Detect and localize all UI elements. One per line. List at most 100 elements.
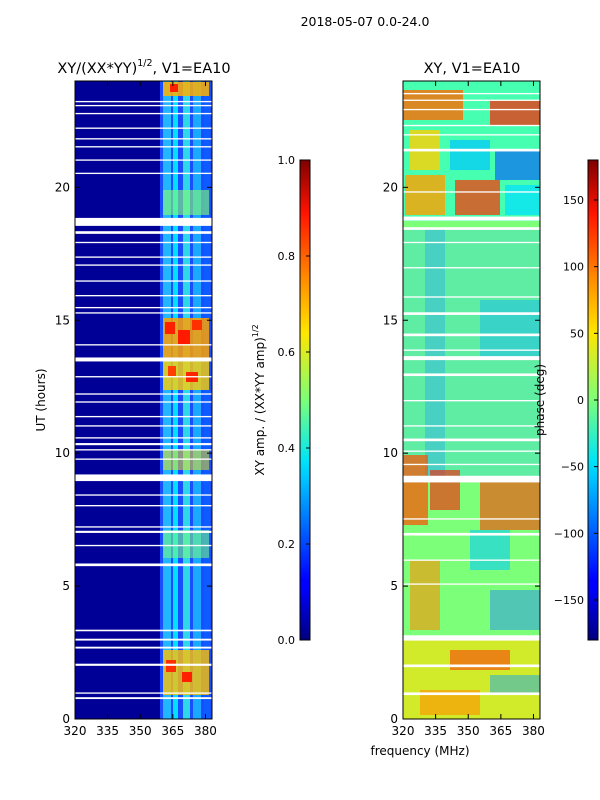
amplitude-gap-band: [75, 306, 212, 309]
phase-gap-band: [403, 227, 540, 230]
phase-x-tick-label: 350: [457, 724, 480, 738]
amplitude-gap-band: [75, 443, 212, 446]
amplitude-gap-band: [75, 474, 212, 482]
phase-gap-band: [403, 450, 540, 452]
amplitude-gap-band: [75, 104, 212, 107]
amplitude-gap-band: [75, 646, 212, 649]
phase-x-tick-label: 320: [392, 724, 415, 738]
phase-x-tick-label: 335: [424, 724, 447, 738]
amplitude-gap-band: [75, 663, 212, 666]
phase-x-tick-label: 365: [489, 724, 512, 738]
phase-gap-band: [403, 191, 540, 193]
phase-gap-band: [403, 400, 540, 402]
amplitude-gap-band: [75, 312, 212, 314]
figure-title: 2018-05-07 0.0-24.0: [301, 14, 430, 29]
phase-gap-bands: [403, 92, 540, 696]
phase-gap-band: [403, 267, 540, 269]
amplitude-colorbar-tick-label: 1.0: [278, 154, 296, 167]
phase-gap-band: [403, 241, 540, 244]
amplitude-gap-bands: [75, 100, 212, 700]
amplitude-gap-band: [75, 376, 212, 378]
phase-gap-band: [403, 373, 540, 377]
amplitude-gap-band: [75, 138, 212, 140]
amplitude-gap-band: [75, 425, 212, 427]
phase-gap-band: [403, 296, 540, 298]
phase-gap-band: [403, 559, 540, 561]
amplitude-heatmap: [75, 81, 212, 719]
amplitude-gap-band: [75, 458, 212, 460]
phase-gap-band: [403, 356, 540, 361]
amplitude-gap-band: [75, 526, 212, 528]
amplitude-gap-band: [75, 505, 212, 507]
phase-colorbar-tick-label: 150: [563, 194, 584, 207]
amplitude-gap-band: [75, 264, 212, 266]
amplitude-gap-band: [75, 629, 212, 632]
phase-gap-band: [403, 664, 540, 668]
amplitude-colorbar-label-main: XY amp. / (XX*YY amp): [253, 337, 267, 475]
phase-gap-band: [403, 92, 540, 95]
amplitude-gap-band: [75, 494, 212, 496]
amplitude-colorbar-tick-label: 0.0: [278, 634, 296, 647]
amplitude-colorbar-tick-label: 0.2: [278, 538, 296, 551]
phase-gap-band: [403, 635, 540, 641]
phase-y-tick-label: 0: [390, 712, 398, 726]
amplitude-panel-title: XY/(XX*YY)1/2, V1=EA10: [57, 58, 230, 77]
amplitude-colorbar-tick-label: 0.6: [278, 346, 296, 359]
amplitude-gap-band: [75, 638, 212, 641]
amplitude-y-tick-label: 20: [55, 180, 70, 194]
phase-gap-band: [403, 148, 540, 152]
phase-y-tick-label: 15: [383, 313, 398, 327]
amplitude-x-tick-label: 335: [96, 724, 119, 738]
amplitude-y-tick-label: 0: [62, 712, 70, 726]
phase-gap-band: [403, 425, 540, 427]
phase-x-tick-label: 380: [522, 724, 545, 738]
amplitude-gap-band: [75, 697, 212, 700]
phase-gap-band: [403, 349, 540, 351]
amplitude-colorbar-ticks: 0.0 0.2 0.4 0.6 0.8 1.0: [278, 154, 310, 647]
amplitude-gap-band: [75, 241, 212, 244]
amplitude-x-tick-label: 380: [194, 724, 217, 738]
x-axis-label: frequency (MHz): [370, 744, 469, 758]
phase-gap-band: [403, 134, 540, 136]
phase-gap-band: [403, 312, 540, 315]
y-axis-label: UT (hours): [34, 368, 48, 431]
amplitude-x-tick-label: 365: [161, 724, 184, 738]
amplitude-gap-band: [75, 401, 212, 403]
phase-axis-ticks: 320 335 350 365 380 0 5 10 15 20: [383, 81, 545, 738]
phase-gap-band: [403, 438, 540, 442]
phase-gap-band: [403, 99, 540, 101]
amplitude-axis-ticks: 320 335 350 365 380 0 5 10 15 20: [55, 81, 217, 738]
amplitude-y-tick-label: 10: [55, 446, 70, 460]
amplitude-gap-band: [75, 127, 212, 129]
phase-colorbar-tick-label: −100: [554, 527, 584, 540]
amplitude-gap-band: [75, 100, 212, 103]
amplitude-gap-band: [75, 159, 212, 161]
phase-colorbar-ticks: −150 −100 −50 0 50 100 150: [554, 194, 598, 607]
phase-axes-frame: [402, 80, 541, 720]
phase-colorbar-tick-label: −50: [561, 461, 584, 474]
phase-colorbar-tick-label: 100: [563, 261, 584, 274]
phase-gap-band: [403, 216, 540, 221]
phase-gap-band: [403, 108, 540, 111]
amplitude-gap-band: [75, 217, 212, 226]
phase-gap-band: [403, 583, 540, 585]
phase-colorbar-tick-label: 0: [577, 394, 584, 407]
amplitude-gap-band: [75, 172, 212, 175]
amplitude-colorbar-tick-label: 0.8: [278, 250, 296, 263]
amplitude-colorbar: 0.0 0.2 0.4 0.6 0.8 1.0 XY amp. / (XX*YY amp)…: [251, 154, 311, 647]
phase-gap-band: [403, 333, 540, 337]
amplitude-gap-band: [75, 256, 212, 258]
amplitude-colorbar-tick-label: 0.4: [278, 442, 296, 455]
amplitude-gap-band: [75, 530, 212, 533]
amplitude-gap-band: [75, 146, 212, 148]
amplitude-colorbar-label: XY amp. / (XX*YY amp)1/2: [251, 324, 267, 475]
amplitude-gap-band: [75, 294, 212, 297]
amplitude-gap-band: [75, 415, 212, 418]
phase-colorbar-label: phase (deg): [533, 364, 547, 436]
amplitude-gap-band: [75, 437, 212, 439]
amplitude-gap-band: [75, 544, 212, 547]
phase-gap-band: [403, 532, 540, 536]
amplitude-title-exponent: 1/2: [137, 58, 152, 69]
amplitude-title-main: XY/(XX*YY): [57, 61, 137, 77]
